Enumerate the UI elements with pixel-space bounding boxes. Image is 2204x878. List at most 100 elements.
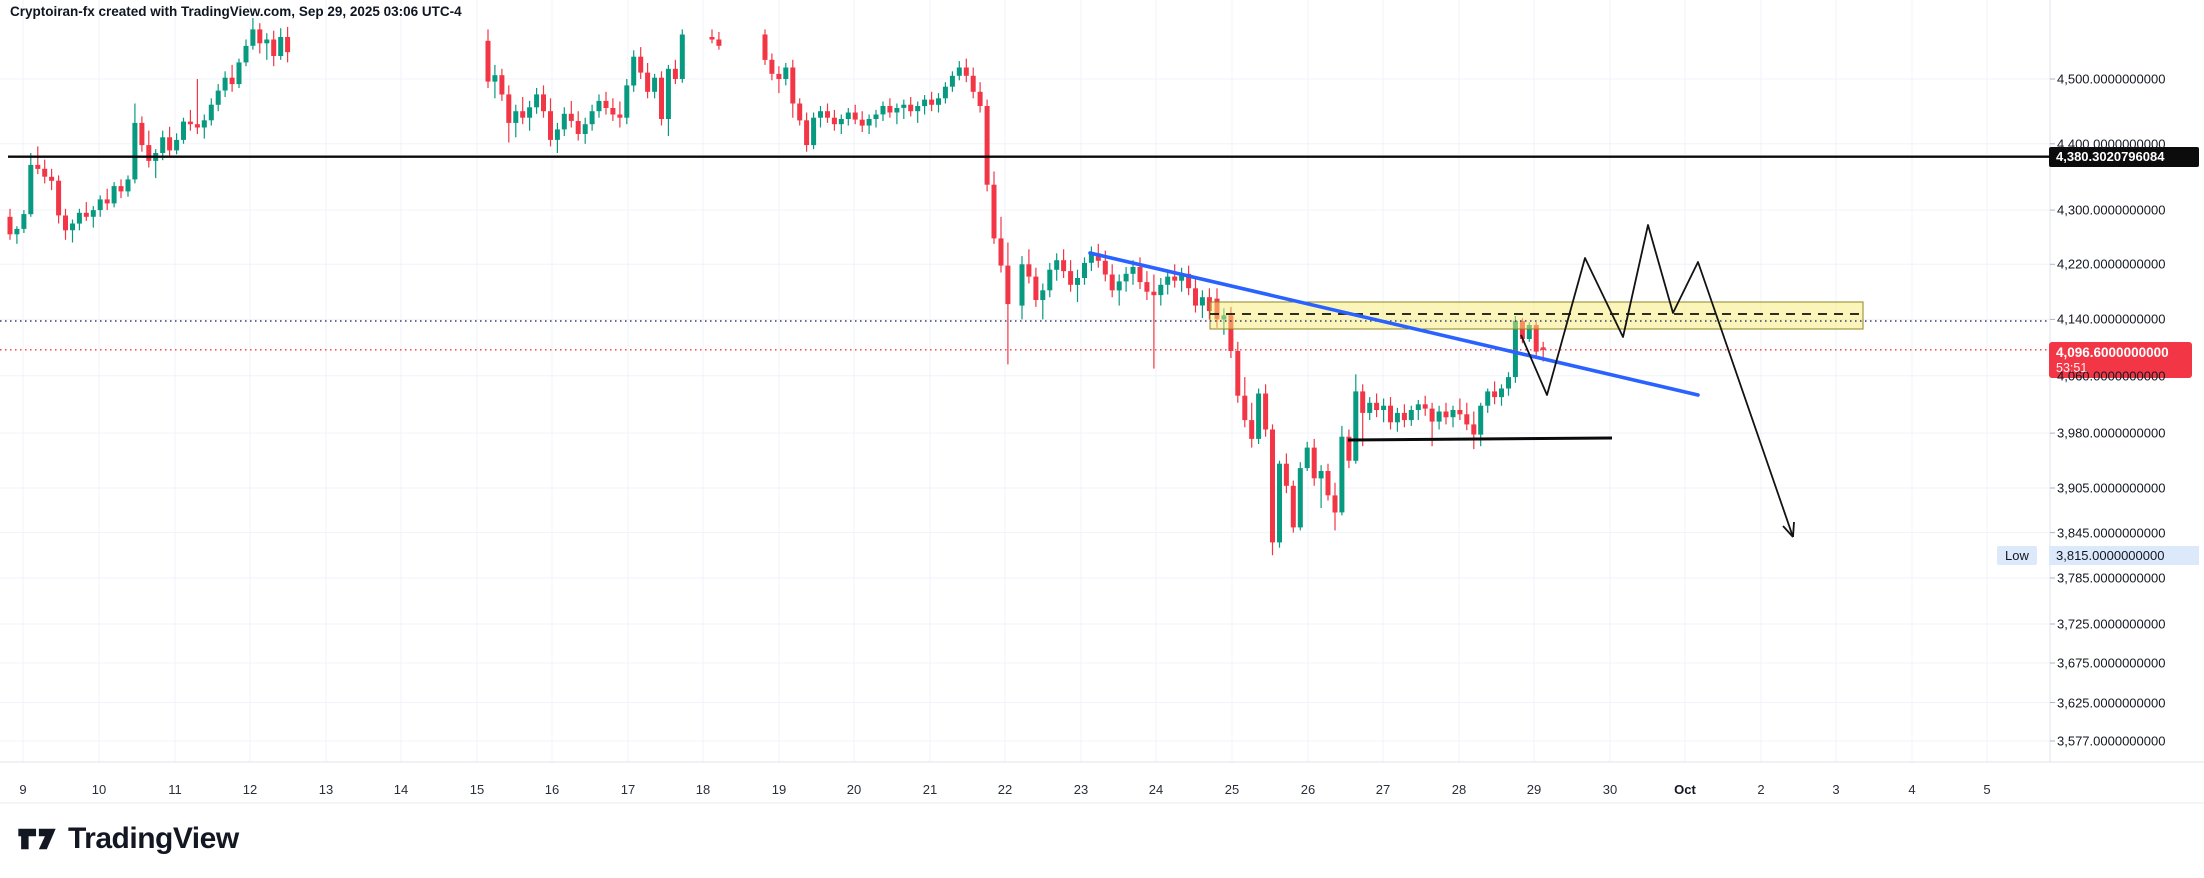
price-axis-label: 4,300.0000000000 [2057,202,2166,218]
candle-body [1040,290,1046,300]
candle-body [1075,278,1080,285]
candle-body [1540,347,1546,350]
blue-trendline[interactable] [1088,251,1700,397]
candle-body [887,106,893,113]
price-axis-label: 4,400.0000000000 [2057,136,2166,152]
candle-body [7,216,13,235]
candle-body [1206,297,1212,312]
candle-body [548,111,553,140]
candle-body [1332,495,1338,513]
time-axis-label: 26 [1300,782,1316,797]
candle-body [665,68,671,119]
price-tag-black-line: 4,380.3020796084 [2049,146,2199,167]
candle-body [1450,410,1456,418]
candle-body [1179,273,1185,281]
candle-body [1311,447,1317,479]
candle-body [1388,405,1393,423]
candle-body [624,85,630,118]
candle-body [1367,402,1373,413]
candle-body [1408,410,1414,421]
candle-body [1165,276,1171,285]
projection-zigzag-arrow[interactable] [1520,224,1794,538]
candle-body [776,73,782,79]
candle-body [1457,410,1463,415]
candle-body [1415,404,1421,410]
candle-body [1499,388,1504,398]
candle-body [1492,391,1498,398]
candle-body [977,91,983,106]
time-axis-label: 4 [1908,782,1916,797]
candle-body [278,37,284,56]
time-axis-label: 12 [242,782,258,797]
candle-body [1297,468,1303,528]
candle-body [709,37,715,40]
candle-body [1005,265,1011,305]
candle-body [561,113,567,130]
candle-body [1082,262,1087,278]
candle-body [1068,271,1074,285]
candle-body [28,164,34,215]
candle-body [1270,429,1275,543]
low-marker-label: Low [1997,545,2037,565]
candle-body [845,112,851,119]
candle-body [506,94,512,123]
candle-body [1304,447,1310,469]
arrowhead [1792,521,1795,538]
candle-body [83,212,89,217]
candle-body [70,223,75,231]
candle-body [908,104,914,112]
candle-body [1360,391,1366,413]
candle-body [1130,267,1136,274]
candle-body [187,121,193,125]
time-axis-label: 11 [168,782,182,797]
candle-body [1506,377,1511,389]
candle-body [596,100,602,112]
candle-body [811,117,817,146]
candle-body [63,215,68,231]
time-axis-label: 15 [469,782,485,797]
candle-body [1116,281,1122,291]
tradingview-logo-icon [18,828,56,850]
arrowhead [1782,525,1794,538]
candle-body [1464,414,1470,425]
candle-body [1158,284,1164,296]
candle-body [998,238,1004,266]
candle-body [1277,463,1282,543]
candle-body [1137,267,1143,283]
price-axis-label: 4,500.0000000000 [2057,71,2166,87]
candle-body [499,75,505,95]
candle-body [783,67,789,79]
candle-body [513,111,519,123]
candle-body [797,103,803,121]
time-axis-label: 3 [1832,782,1840,797]
candle-body [645,72,651,92]
candle-body [1193,288,1198,306]
price-axis-label: 3,905.0000000000 [2057,480,2166,496]
candle-body [257,29,263,44]
price-axis-label: 3,625.0000000000 [2057,695,2166,711]
candle-body [243,45,249,63]
price-axis-label: 3,785.0000000000 [2057,570,2166,586]
candle-body [638,56,644,73]
tradingview-logo-text: TradingView [68,822,239,855]
candle-body [194,124,200,128]
candle-body [652,77,658,92]
time-axis-label: 2 [1757,782,1765,797]
support-trendline[interactable] [1347,436,1613,442]
candle-body [1102,260,1108,275]
candle-body [1394,412,1400,423]
candle-body [554,129,560,140]
candle-body [485,40,491,82]
candle-body [125,179,131,192]
tradingview-logo[interactable]: TradingView [16,822,239,856]
candle-body [859,119,865,126]
time-axis-label: 10 [91,782,107,797]
candle-body [174,139,180,151]
candle-body [659,77,664,119]
supply-zone-rectangle[interactable] [1209,301,1864,330]
candle-body [1318,471,1324,479]
candle-body [139,122,145,146]
time-axis-label: 9 [19,782,27,797]
